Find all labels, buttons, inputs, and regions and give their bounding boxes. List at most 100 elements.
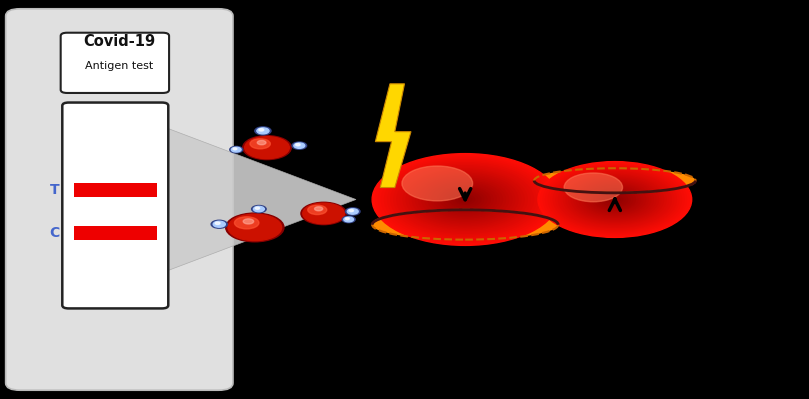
- Circle shape: [257, 140, 266, 145]
- Circle shape: [230, 146, 243, 153]
- Circle shape: [409, 172, 521, 227]
- Circle shape: [301, 202, 346, 225]
- Circle shape: [344, 217, 354, 222]
- Circle shape: [564, 173, 622, 202]
- Circle shape: [597, 191, 633, 208]
- Circle shape: [235, 217, 259, 229]
- Circle shape: [347, 209, 358, 214]
- Ellipse shape: [534, 168, 696, 193]
- Circle shape: [428, 181, 502, 218]
- Circle shape: [587, 186, 643, 213]
- Circle shape: [243, 136, 291, 160]
- Circle shape: [459, 196, 472, 203]
- Circle shape: [561, 173, 668, 226]
- Circle shape: [571, 178, 659, 221]
- Circle shape: [591, 188, 637, 211]
- Circle shape: [437, 186, 493, 213]
- FancyBboxPatch shape: [62, 103, 168, 308]
- Circle shape: [211, 220, 227, 228]
- Circle shape: [394, 164, 536, 235]
- Circle shape: [447, 190, 484, 209]
- Circle shape: [253, 206, 265, 212]
- Circle shape: [443, 189, 487, 210]
- Circle shape: [406, 170, 524, 229]
- Circle shape: [255, 127, 271, 135]
- Circle shape: [228, 214, 282, 241]
- Circle shape: [425, 180, 506, 219]
- Circle shape: [315, 207, 323, 211]
- Circle shape: [566, 176, 663, 223]
- Circle shape: [612, 198, 617, 201]
- Polygon shape: [166, 128, 356, 271]
- Circle shape: [564, 174, 666, 225]
- Circle shape: [295, 144, 300, 146]
- Circle shape: [538, 162, 692, 237]
- Bar: [74, 183, 157, 197]
- Circle shape: [416, 175, 515, 224]
- Circle shape: [342, 216, 355, 223]
- Circle shape: [379, 157, 552, 242]
- Circle shape: [397, 166, 533, 233]
- Circle shape: [574, 179, 656, 220]
- Circle shape: [584, 184, 646, 215]
- Circle shape: [233, 148, 237, 150]
- Text: T: T: [49, 182, 59, 197]
- Circle shape: [599, 192, 630, 207]
- Circle shape: [372, 154, 558, 245]
- Circle shape: [215, 222, 220, 224]
- Circle shape: [543, 164, 687, 235]
- Circle shape: [421, 178, 509, 221]
- Circle shape: [294, 143, 305, 148]
- Circle shape: [549, 167, 681, 232]
- Circle shape: [303, 203, 345, 224]
- Circle shape: [307, 205, 327, 215]
- Circle shape: [214, 221, 225, 227]
- Ellipse shape: [372, 210, 558, 240]
- Circle shape: [450, 192, 481, 207]
- Circle shape: [540, 163, 689, 236]
- Circle shape: [582, 183, 648, 216]
- Circle shape: [553, 169, 676, 230]
- Bar: [74, 227, 157, 240]
- Circle shape: [545, 166, 684, 234]
- FancyBboxPatch shape: [6, 9, 233, 390]
- Text: C: C: [49, 226, 59, 241]
- Circle shape: [419, 176, 511, 223]
- Circle shape: [391, 163, 540, 236]
- Circle shape: [250, 139, 270, 149]
- Circle shape: [349, 209, 354, 211]
- Circle shape: [413, 174, 518, 225]
- Text: Covid-19: Covid-19: [83, 34, 155, 49]
- Circle shape: [462, 198, 468, 201]
- Polygon shape: [375, 84, 411, 188]
- Circle shape: [579, 182, 650, 217]
- Circle shape: [434, 184, 496, 215]
- Circle shape: [257, 128, 269, 134]
- Circle shape: [400, 168, 530, 231]
- Circle shape: [292, 142, 307, 149]
- Circle shape: [440, 187, 490, 212]
- Circle shape: [610, 197, 620, 202]
- Circle shape: [244, 136, 290, 159]
- Circle shape: [431, 183, 499, 216]
- Circle shape: [455, 195, 474, 204]
- Circle shape: [576, 180, 654, 219]
- Circle shape: [259, 128, 264, 131]
- Circle shape: [384, 160, 546, 239]
- Circle shape: [231, 147, 241, 152]
- Circle shape: [375, 155, 555, 244]
- Circle shape: [569, 177, 661, 222]
- Circle shape: [388, 161, 543, 238]
- Circle shape: [244, 219, 254, 224]
- Circle shape: [252, 205, 266, 213]
- Circle shape: [595, 190, 635, 209]
- Text: Antigen test: Antigen test: [85, 61, 154, 71]
- Circle shape: [345, 208, 360, 215]
- Circle shape: [226, 213, 284, 242]
- Circle shape: [604, 194, 625, 205]
- Circle shape: [551, 168, 679, 231]
- FancyBboxPatch shape: [61, 33, 169, 93]
- Circle shape: [558, 172, 671, 227]
- Circle shape: [556, 170, 674, 229]
- Circle shape: [402, 166, 472, 201]
